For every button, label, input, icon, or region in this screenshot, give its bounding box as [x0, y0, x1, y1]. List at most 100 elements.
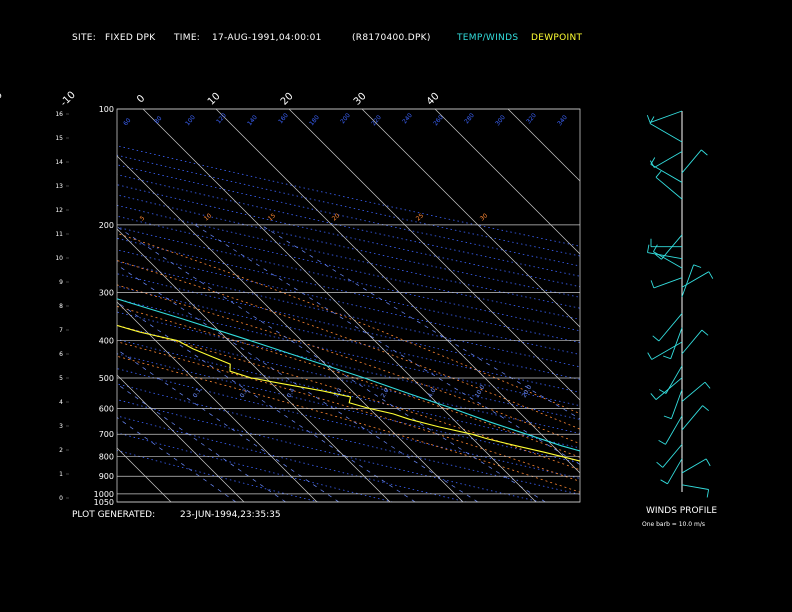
isobars [117, 108, 580, 503]
dry-adiabat-label: 80 [153, 115, 163, 125]
plot-border [116, 108, 581, 503]
mixing-ratio-line [117, 349, 340, 502]
wind-barb-flag [706, 489, 710, 498]
legend-dewpoint: DEWPOINT [531, 33, 583, 43]
mixing-ratio-label: 0.2 [239, 387, 250, 399]
dry-adiabat [117, 415, 467, 502]
wind-barb-flag [701, 149, 708, 156]
isotherms [0, 109, 580, 502]
height-tick-label: 10 [55, 255, 63, 262]
height-tick-label: 5 [59, 375, 63, 382]
height-tick-label: 13 [55, 183, 63, 190]
isotherm-line [0, 109, 98, 502]
pressure-tick-label: 100 [99, 105, 114, 114]
soundings [117, 298, 580, 462]
wind-barb [653, 277, 683, 289]
dry-adiabats [117, 145, 580, 502]
moist-adiabat [117, 324, 580, 471]
legend-temp-winds: TEMP/WINDS [457, 33, 519, 43]
height-tick-label: 11 [55, 231, 63, 238]
wind-barb-flag [650, 157, 656, 165]
dry-adiabat [117, 204, 580, 309]
moist-adiabat [117, 355, 580, 493]
wind-barb [681, 381, 706, 402]
dry-adiabat [117, 154, 580, 257]
wind-barb-flag [708, 271, 714, 279]
time-label: TIME: [174, 33, 201, 43]
dry-adiabat [117, 273, 580, 380]
mixing-ratio-label: 20.0 [521, 384, 534, 399]
pressure-tick-label: 500 [99, 374, 114, 383]
site-label: SITE: [72, 33, 97, 43]
dry-adiabat-label: 280 [463, 112, 476, 125]
height-tick-label: 12 [55, 207, 63, 214]
dry-adiabat-label: 60 [122, 117, 132, 127]
isotherm-label: -20 [0, 90, 5, 109]
winds-profile [646, 110, 714, 498]
wind-barb-flag [701, 329, 709, 336]
wind-barb-flag [663, 355, 671, 360]
wind-barb-flag [658, 440, 666, 445]
isotherm-line [117, 155, 464, 502]
wind-barb-flag [663, 415, 672, 420]
isotherm-line [215, 109, 580, 474]
dry-adiabat-label: 300 [494, 114, 507, 127]
isotherm-label: 40 [425, 91, 442, 108]
isotherm-line [0, 109, 25, 502]
wind-barb-flag [693, 264, 702, 268]
mixing-ratio-label: 10.0 [474, 384, 487, 399]
height-tick-label: 0 [59, 495, 63, 502]
wind-barb [651, 341, 683, 360]
wind-barb [681, 329, 703, 355]
moist-adiabat [117, 232, 580, 415]
dry-adiabat [117, 311, 580, 420]
dry-adiabat-label: 320 [525, 112, 538, 125]
pressure-tick-label: 1050 [94, 498, 114, 507]
dry-adiabat [117, 226, 580, 332]
height-tick-label: 15 [55, 135, 63, 142]
wind-barb-flag [653, 244, 658, 252]
isotherm-label: 10 [206, 91, 223, 108]
dry-adiabat [117, 383, 580, 495]
wind-barb [649, 110, 683, 124]
wind-barb-flag [702, 405, 709, 412]
dry-adiabat-label: 180 [308, 114, 321, 127]
wind-barb [654, 151, 683, 168]
isotherm-line [117, 301, 318, 502]
plot-generated-label: PLOT GENERATED: [72, 510, 156, 520]
pressure-tick-label: 200 [99, 221, 114, 230]
wind-barb [681, 458, 707, 474]
isotherm-label: 30 [352, 91, 369, 108]
isotherm-line [117, 228, 391, 502]
winds-profile-title: WINDS PROFILE [646, 506, 718, 516]
isotherm-line [507, 109, 580, 182]
isotherm-label: 0 [135, 93, 147, 105]
mixing-ratio-label: 2.0 [380, 387, 391, 399]
moist-adiabat-label: 5 [139, 215, 147, 223]
isotherm-label: 20 [279, 91, 296, 108]
site-value: FIXED DPK [105, 33, 156, 43]
plot-frame [116, 108, 581, 503]
wind-barb [665, 415, 683, 445]
dry-adiabat-label: 140 [246, 114, 259, 127]
dry-adiabat [117, 450, 319, 502]
wind-barb-flag [647, 244, 650, 253]
wind-barb [681, 405, 703, 431]
pressure-tick-label: 700 [99, 430, 114, 439]
plot-generated-value: 23-JUN-1994,23:35:35 [180, 510, 281, 520]
moist-adiabat-label: 15 [267, 212, 277, 222]
dry-adiabat [117, 215, 580, 320]
height-tick-label: 3 [59, 423, 63, 430]
winds-profile-note: One barb = 10.0 m/s [642, 521, 705, 528]
dry-adiabat [117, 184, 580, 288]
mixing-ratio-label: 4.0 [427, 387, 438, 399]
dry-adiabat [117, 164, 580, 267]
height-tick-label: 9 [59, 279, 63, 286]
wind-barb [655, 377, 683, 400]
moist-adiabat-label: 25 [415, 212, 425, 222]
dry-adiabat [117, 261, 580, 368]
wind-barb [662, 444, 683, 468]
dry-adiabat-label: 340 [556, 114, 569, 127]
mixing-ratio-line [117, 417, 237, 502]
